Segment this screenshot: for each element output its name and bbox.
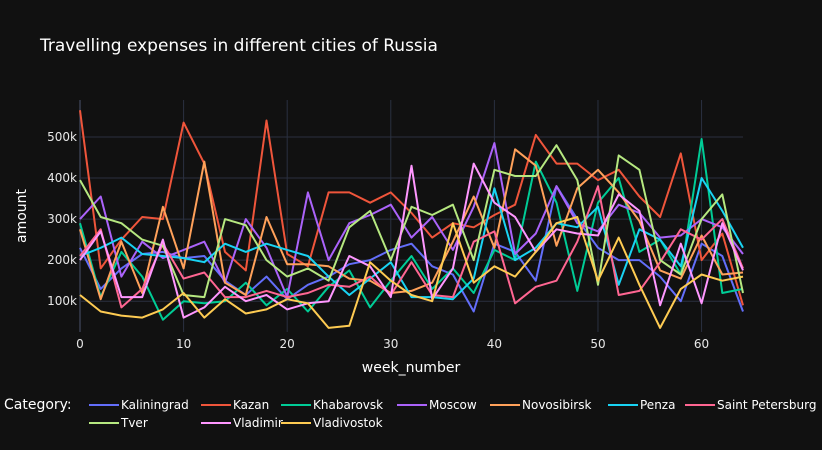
series-line-penza xyxy=(79,177,744,301)
y-tick-label: 200k xyxy=(47,253,77,267)
legend-item-kaliningrad[interactable]: Kaliningrad xyxy=(89,398,189,412)
chart-title: Travelling expenses in different cities … xyxy=(39,36,438,56)
legend-label: Penza xyxy=(640,398,675,412)
legend-item-kazan[interactable]: Kazan xyxy=(201,398,269,412)
x-tick-label: 40 xyxy=(487,337,502,351)
legend-item-khabarovsk[interactable]: Khabarovsk xyxy=(281,398,383,412)
x-tick-label: 0 xyxy=(76,337,84,351)
legend-label: Moscow xyxy=(429,398,477,412)
legend-item-vladimir[interactable]: Vladimir xyxy=(201,416,283,430)
series-line-saint-petersburg xyxy=(79,185,744,309)
legend-item-vladivostok[interactable]: Vladivostok xyxy=(281,416,383,430)
legend-label: Kazan xyxy=(233,398,269,412)
legend-label: Saint Petersburg xyxy=(717,398,816,412)
legend-label: Vladimir xyxy=(233,416,283,430)
series-line-vladivostok xyxy=(79,216,744,329)
x-tick-label: 10 xyxy=(176,337,191,351)
x-tick-label: 20 xyxy=(280,337,295,351)
y-tick-label: 100k xyxy=(47,294,77,308)
series-lines xyxy=(79,110,744,329)
y-tick-label: 300k xyxy=(47,212,77,226)
x-axis-ticks: 0 10 20 30 40 50 60 xyxy=(76,337,709,351)
legend-item-novosibirsk[interactable]: Novosibirsk xyxy=(490,398,591,412)
legend-label: Vladivostok xyxy=(313,416,383,430)
x-axis-title: week_number xyxy=(362,360,461,376)
legend-label: Tver xyxy=(120,416,148,430)
x-tick-label: 50 xyxy=(590,337,605,351)
series-line-tver xyxy=(79,144,744,299)
legend-item-penza[interactable]: Penza xyxy=(608,398,675,412)
x-tick-label: 60 xyxy=(694,337,709,351)
legend-item-moscow[interactable]: Moscow xyxy=(397,398,477,412)
legend-item-saint-petersburg[interactable]: Saint Petersburg xyxy=(685,398,816,412)
legend-title: Category: xyxy=(4,397,72,413)
y-axis-ticks: 100k 200k 300k 400k 500k xyxy=(47,130,77,308)
y-tick-label: 500k xyxy=(47,130,77,144)
legend-label: Kaliningrad xyxy=(121,398,189,412)
y-axis-title: amount xyxy=(14,188,30,243)
y-tick-label: 400k xyxy=(47,171,77,185)
series-line-kazan xyxy=(79,110,744,306)
legend-label: Khabarovsk xyxy=(313,398,383,412)
series-line-vladimir xyxy=(79,162,744,319)
x-tick-label: 30 xyxy=(383,337,398,351)
series-line-novosibirsk xyxy=(79,148,744,301)
legend-item-tver[interactable]: Tver xyxy=(89,416,148,430)
legend-label: Novosibirsk xyxy=(522,398,591,412)
series-line-kaliningrad xyxy=(79,185,744,313)
legend: Category: Kaliningrad Kazan Khabarovsk Mosc… xyxy=(4,397,816,430)
